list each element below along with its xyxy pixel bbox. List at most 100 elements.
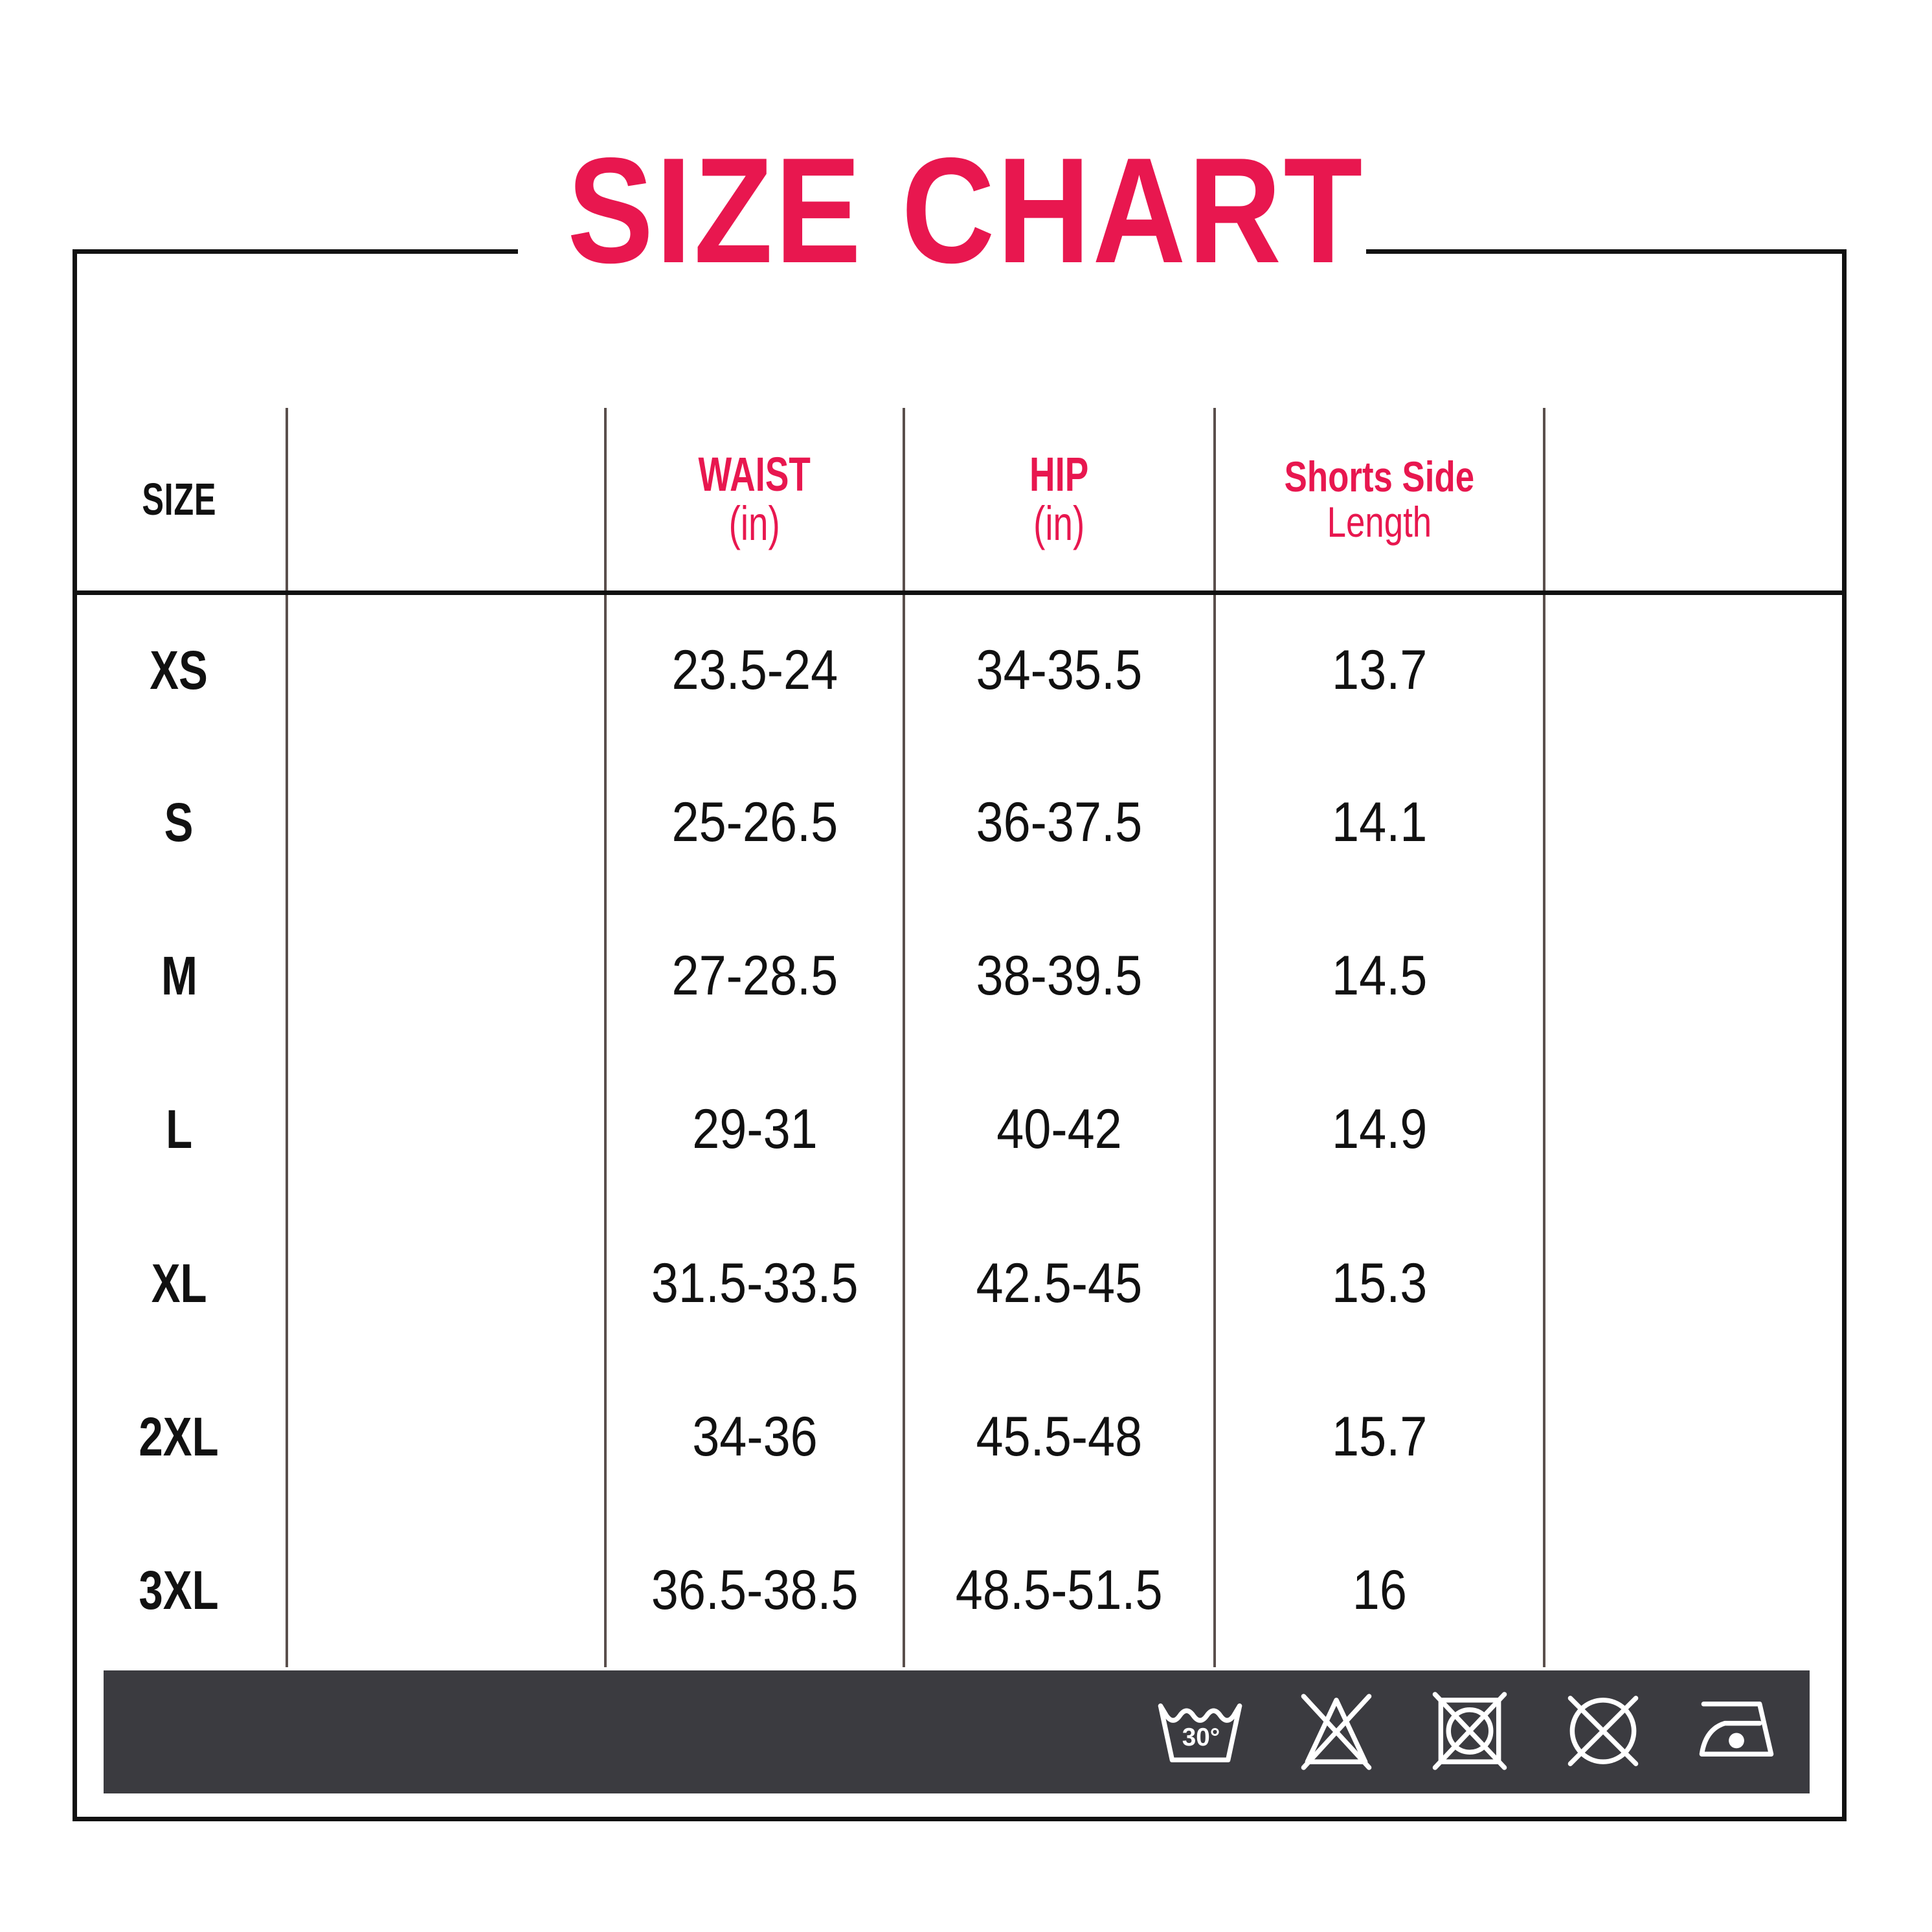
- cell-size: S: [73, 746, 287, 899]
- care-symbols-bar: 30°: [104, 1670, 1810, 1793]
- header-cell-hip: HIP (in): [903, 408, 1215, 595]
- header-unit-shorts: Length: [1327, 497, 1432, 546]
- cell-size-label: 2XL: [139, 1406, 219, 1467]
- table-body: XS 23.5-24 34-35.5 13.7 S 25-26.5 36-37.…: [73, 592, 1847, 1667]
- do-not-tumble-dry-icon: [1421, 1690, 1518, 1773]
- header-label-hip-text: HIP: [1029, 447, 1089, 501]
- cell-hip-value: 36-37.5: [976, 791, 1143, 854]
- table-row: XL 31.5-33.5 42.5-45 15.3: [73, 1206, 1847, 1360]
- header-cell-waist: WAIST (in): [604, 408, 904, 595]
- cell-blank-1: [286, 899, 605, 1053]
- cell-hip: 38-39.5: [903, 899, 1215, 1053]
- cell-waist-value: 34-36: [691, 1405, 818, 1468]
- cell-shorts-value: 14.5: [1331, 945, 1428, 1007]
- table-row: L 29-31 40-42 14.9: [73, 1053, 1847, 1207]
- size-table-container: SIZE WAIST (in) HIP (in) Shorts Side Length: [73, 408, 1847, 1667]
- cell-shorts-side-length: 15.3: [1213, 1206, 1544, 1360]
- cell-hip-value: 40-42: [996, 1098, 1122, 1161]
- cell-blank-2: [1543, 1053, 1847, 1207]
- table-row: 3XL 36.5-38.5 48.5-51.5 16: [73, 1513, 1847, 1667]
- cell-shorts-side-length: 13.7: [1213, 592, 1544, 747]
- cell-blank-1: [286, 1360, 605, 1514]
- cell-waist-value: 27-28.5: [671, 945, 838, 1007]
- cell-waist-value: 31.5-33.5: [651, 1252, 859, 1314]
- header-unit-hip: (in): [1033, 496, 1085, 550]
- cell-size-label: XL: [151, 1252, 207, 1314]
- cell-hip-value: 38-39.5: [976, 945, 1143, 1007]
- cell-waist: 34-36: [604, 1360, 904, 1514]
- cell-hip-value: 42.5-45: [976, 1252, 1143, 1314]
- cell-blank-1: [286, 592, 605, 747]
- header-row: SIZE WAIST (in) HIP (in) Shorts Side Length: [73, 408, 1847, 595]
- cell-size-label: 3XL: [139, 1559, 219, 1621]
- cell-waist: 25-26.5: [604, 746, 904, 900]
- cell-waist: 36.5-38.5: [604, 1513, 904, 1667]
- cell-size: L: [73, 1053, 287, 1206]
- cell-hip: 34-35.5: [903, 592, 1215, 747]
- cell-shorts-side-length: 15.7: [1213, 1360, 1544, 1514]
- cell-blank-1: [286, 1513, 605, 1667]
- cell-shorts-side-length: 14.5: [1213, 899, 1544, 1053]
- cell-size: 2XL: [73, 1360, 287, 1514]
- cell-blank-1: [286, 746, 605, 900]
- cell-waist: 31.5-33.5: [604, 1206, 904, 1360]
- cell-size-label: XS: [150, 639, 208, 701]
- cell-size: XL: [73, 1207, 287, 1360]
- cell-waist-value: 25-26.5: [671, 791, 838, 854]
- cell-shorts-value: 15.7: [1331, 1405, 1428, 1468]
- cell-shorts-value: 14.1: [1331, 791, 1428, 854]
- header-label-waist-text: WAIST: [698, 447, 811, 501]
- cell-size: 3XL: [73, 1514, 287, 1667]
- table-row: 2XL 34-36 45.5-48 15.7: [73, 1360, 1847, 1514]
- cell-shorts-value: 14.9: [1331, 1098, 1428, 1161]
- cell-hip-value: 34-35.5: [976, 638, 1143, 701]
- cell-size-label: S: [164, 792, 194, 853]
- cell-size: XS: [73, 592, 287, 746]
- table-row: XS 23.5-24 34-35.5 13.7: [73, 592, 1847, 747]
- cell-waist-value: 36.5-38.5: [651, 1558, 859, 1621]
- cell-size: M: [73, 899, 287, 1053]
- header-label-shorts-side-length: Shorts Side Length: [1285, 454, 1474, 545]
- cell-shorts-value: 16: [1352, 1558, 1407, 1621]
- cell-hip-value: 48.5-51.5: [956, 1558, 1163, 1621]
- cell-size-label: L: [165, 1099, 193, 1160]
- table-row: M 27-28.5 38-39.5 14.5: [73, 899, 1847, 1053]
- header-label-hip: HIP (in): [1029, 447, 1089, 550]
- do-not-bleach-icon: [1288, 1690, 1385, 1773]
- cell-blank-2: [1543, 746, 1847, 900]
- header-label-shorts-text: Shorts Side: [1284, 452, 1475, 500]
- size-table: SIZE WAIST (in) HIP (in) Shorts Side Length: [73, 408, 1847, 1667]
- page-title: SIZE CHART: [567, 127, 1365, 295]
- header-unit-waist: (in): [728, 496, 781, 550]
- cell-blank-1: [286, 1206, 605, 1360]
- cell-blank-2: [1543, 1206, 1847, 1360]
- header-cell-blank-1: [286, 408, 605, 595]
- cell-hip: 45.5-48: [903, 1360, 1215, 1514]
- cell-hip: 42.5-45: [903, 1206, 1215, 1360]
- title-backdrop: [518, 220, 1366, 285]
- cell-hip: 48.5-51.5: [903, 1513, 1215, 1667]
- cell-waist: 29-31: [604, 1053, 904, 1207]
- cell-blank-2: [1543, 1513, 1847, 1667]
- cell-hip-value: 45.5-48: [976, 1405, 1143, 1468]
- cell-waist-value: 29-31: [691, 1098, 818, 1161]
- cell-hip: 36-37.5: [903, 746, 1215, 900]
- table-row: S 25-26.5 36-37.5 14.1: [73, 746, 1847, 900]
- iron-low-heat-icon: [1688, 1690, 1785, 1773]
- cell-waist: 27-28.5: [604, 899, 904, 1053]
- cell-blank-1: [286, 1053, 605, 1207]
- cell-blank-2: [1543, 899, 1847, 1053]
- header-cell-size: SIZE: [73, 408, 287, 595]
- do-not-dry-clean-icon: [1555, 1690, 1652, 1773]
- cell-blank-2: [1543, 1360, 1847, 1514]
- table-header: SIZE WAIST (in) HIP (in) Shorts Side Length: [73, 408, 1847, 595]
- cell-shorts-value: 13.7: [1331, 638, 1428, 701]
- svg-text:30°: 30°: [1182, 1724, 1220, 1751]
- cell-shorts-side-length: 16: [1213, 1513, 1544, 1667]
- cell-blank-2: [1543, 592, 1847, 747]
- cell-waist: 23.5-24: [604, 592, 904, 747]
- cell-shorts-side-length: 14.9: [1213, 1053, 1544, 1207]
- cell-waist-value: 23.5-24: [671, 638, 838, 701]
- header-label-waist: WAIST (in): [698, 447, 811, 550]
